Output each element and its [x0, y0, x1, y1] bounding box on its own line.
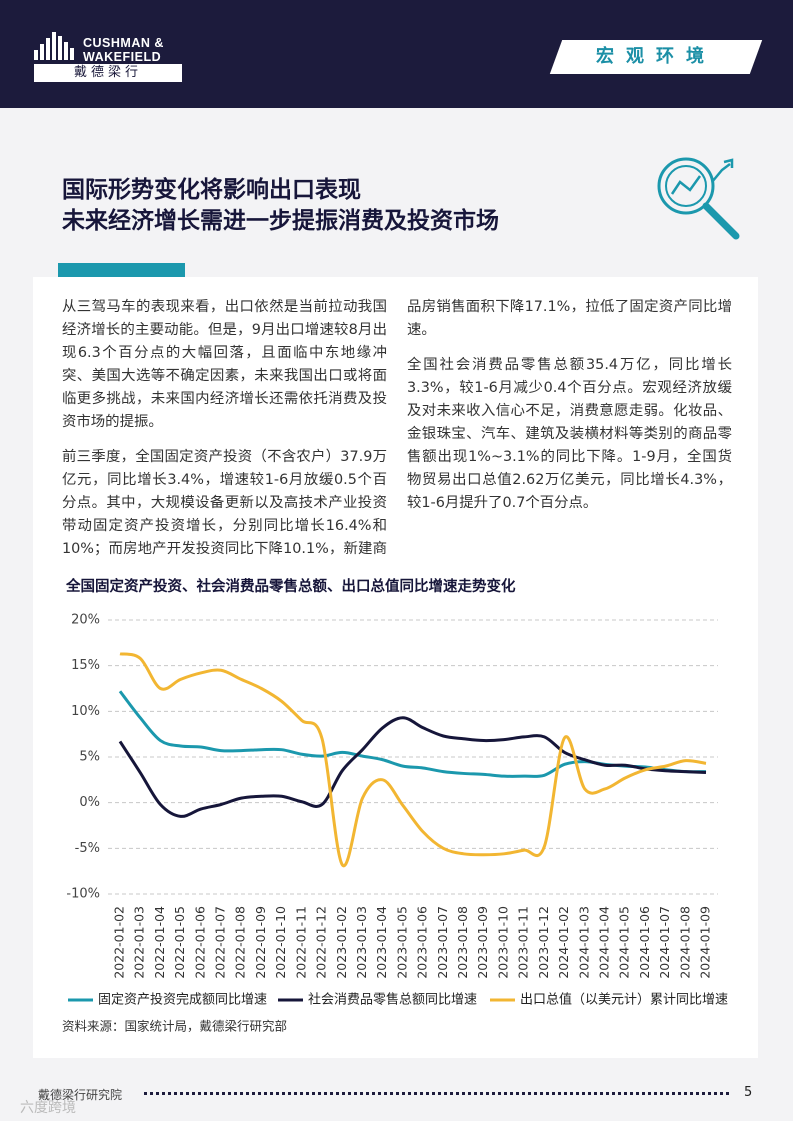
body-text: 从三驾马车的表现来看，出口依然是当前拉动我国经济增长的主要动能。但是，9月出口增… — [62, 296, 732, 578]
x-tick-label: 2022-01-03 — [132, 906, 147, 979]
y-tick-label: -10% — [66, 887, 100, 902]
legend-label: 固定资产投资完成额同比增速 — [98, 992, 267, 1008]
x-tick-label: 2022-01-08 — [233, 906, 248, 979]
series-line — [118, 716, 707, 818]
accent-bar — [58, 263, 185, 277]
logo-mark — [34, 32, 74, 60]
x-tick-label: 2023-01-08 — [455, 906, 470, 979]
source: 资料来源：国家统计局，戴德梁行研究部 — [62, 1019, 287, 1034]
logo-text: CUSHMAN & — [83, 36, 164, 50]
x-tick-label: 2024-01-09 — [698, 906, 713, 979]
series-line — [118, 690, 707, 778]
x-tick-label: 2024-01-06 — [637, 906, 652, 979]
x-tick-label: 2022-01-10 — [273, 906, 288, 979]
x-tick-label: 2024-01-03 — [576, 906, 591, 979]
x-tick-label: 2024-01-07 — [657, 906, 672, 979]
y-tick-label: 5% — [79, 750, 100, 765]
y-tick-label: -5% — [75, 841, 100, 856]
section-title: 宏观环境 — [596, 46, 716, 67]
x-tick-label: 2022-01-12 — [314, 906, 329, 979]
x-tick-label: 2024-01-04 — [596, 906, 611, 979]
x-tick-label: 2024-01-08 — [677, 906, 692, 979]
x-tick-label: 2023-01-06 — [415, 906, 430, 979]
x-tick-label: 2023-01-05 — [394, 906, 409, 979]
x-tick-label: 2022-01-09 — [253, 906, 268, 979]
legend-label: 出口总值（以美元计）累计同比增速 — [520, 992, 728, 1008]
x-tick-label: 2024-01-05 — [617, 906, 632, 979]
footer-rule — [144, 1092, 729, 1099]
x-tick-label: 2023-01-02 — [334, 906, 349, 979]
icon — [657, 157, 740, 240]
legend-label: 社会消费品零售总额同比增速 — [308, 992, 477, 1008]
x-tick-label: 2022-01-04 — [152, 906, 167, 979]
x-tick-label: 2023-01-10 — [495, 906, 510, 979]
logo-cn: 戴德梁行 — [34, 64, 182, 82]
x-tick-label: 2023-01-07 — [435, 906, 450, 979]
y-tick-label: 0% — [79, 795, 100, 810]
y-tick-label: 15% — [71, 658, 100, 673]
y-tick-label: 10% — [71, 704, 100, 719]
y-tick-label: 20% — [71, 613, 100, 628]
paragraph: 从三驾马车的表现来看，出口依然是当前拉动我国经济增长的主要动能。但是，9月出口增… — [62, 299, 387, 430]
chart-title: 全国固定资产投资、社会消费品零售总额、出口总值同比增速走势变化 — [65, 577, 516, 595]
page-title: 未来经济增长需进一步提振消费及投资市场 — [62, 208, 499, 234]
x-tick-label: 2023-01-09 — [475, 906, 490, 979]
paragraph: 全国社会消费品零售总额35.4万亿，同比增长3.3%，较1-6月减少0.4个百分… — [407, 357, 732, 511]
x-tick-label: 2023-01-04 — [374, 906, 389, 979]
footer-org: 戴德梁行研究院 — [38, 1088, 123, 1102]
logo-text: WAKEFIELD — [83, 50, 162, 64]
x-tick-label: 2023-01-12 — [536, 906, 551, 979]
chart: 全国固定资产投资、社会消费品零售总额、出口总值同比增速走势变化 资料来源：国家统… — [62, 577, 728, 1034]
x-tick-label: 2022-01-11 — [293, 906, 308, 979]
series-line — [119, 652, 707, 868]
header: CUSHMAN & WAKEFIELD 戴德梁行 宏观环境 — [0, 0, 793, 108]
content-card — [33, 277, 758, 1058]
page-title: 国际形势变化将影响出口表现 — [62, 177, 361, 203]
x-tick-label: 2022-01-06 — [192, 906, 207, 979]
x-tick-label: 2022-01-02 — [112, 906, 127, 979]
x-tick-label: 2023-01-11 — [516, 906, 531, 979]
x-tick-label: 2022-01-05 — [172, 906, 187, 979]
paragraph: 前三季度，全国固定资产投资（不含农户）37.9万亿元，同比增长3.4%，增速较1… — [62, 299, 732, 557]
watermark: 六度跨境 — [20, 1100, 76, 1116]
x-tick-label: 2022-01-07 — [213, 906, 228, 979]
page-number: 5 — [744, 1085, 753, 1100]
x-tick-label: 2023-01-03 — [354, 906, 369, 979]
x-tick-label: 2024-01-02 — [556, 906, 571, 979]
